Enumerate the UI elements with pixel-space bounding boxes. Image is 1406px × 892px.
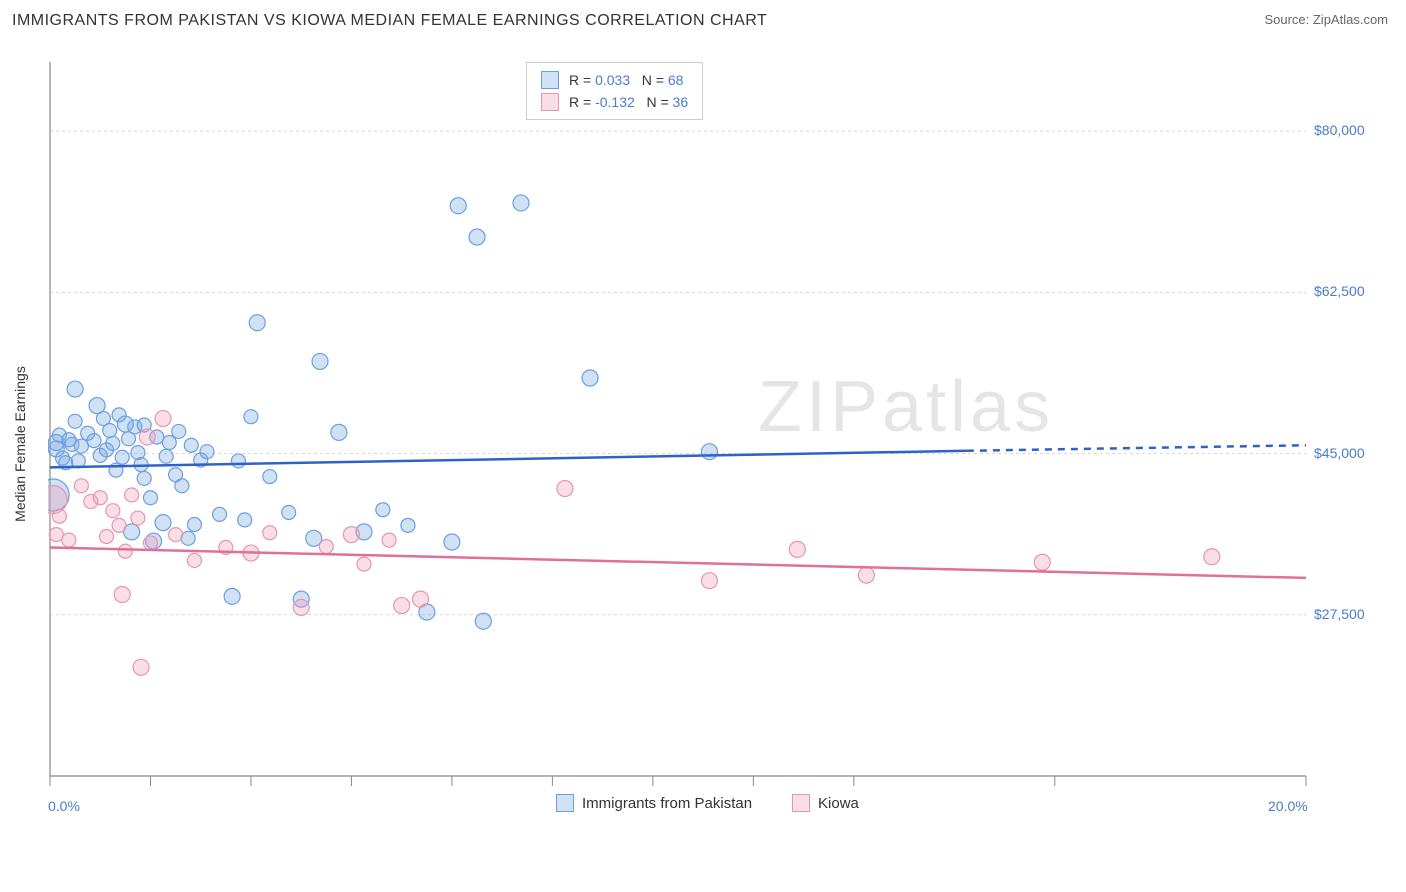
chart-header: IMMIGRANTS FROM PAKISTAN VS KIOWA MEDIAN… bbox=[0, 0, 1406, 38]
legend-item: Immigrants from Pakistan bbox=[556, 794, 752, 812]
x-tick-label: 0.0% bbox=[48, 798, 80, 814]
legend-swatch bbox=[541, 71, 559, 89]
stats-text: R = 0.033 N = 68 bbox=[569, 72, 683, 88]
legend-label: Kiowa bbox=[818, 795, 859, 812]
legend-swatch bbox=[792, 794, 810, 812]
y-tick-label: $62,500 bbox=[1314, 283, 1365, 299]
stats-row: R = 0.033 N = 68 bbox=[541, 69, 688, 91]
stats-row: R = -0.132 N = 36 bbox=[541, 91, 688, 113]
stats-text: R = -0.132 N = 36 bbox=[569, 94, 688, 110]
legend-item: Kiowa bbox=[792, 794, 859, 812]
chart-area: Median Female Earnings ZIPatlas R = 0.03… bbox=[48, 56, 1388, 816]
x-tick-label: 20.0% bbox=[1268, 798, 1308, 814]
stats-legend: R = 0.033 N = 68 R = -0.132 N = 36 bbox=[526, 62, 703, 120]
legend-swatch bbox=[541, 93, 559, 111]
y-tick-label: $27,500 bbox=[1314, 606, 1365, 622]
y-tick-label: $45,000 bbox=[1314, 445, 1365, 461]
legend-swatch bbox=[556, 794, 574, 812]
legend-label: Immigrants from Pakistan bbox=[582, 795, 752, 812]
y-tick-label: $80,000 bbox=[1314, 122, 1365, 138]
y-axis-label: Median Female Earnings bbox=[12, 366, 28, 522]
chart-title: IMMIGRANTS FROM PAKISTAN VS KIOWA MEDIAN… bbox=[12, 12, 767, 30]
chart-source: Source: ZipAtlas.com bbox=[1264, 12, 1388, 27]
scatter-plot bbox=[48, 56, 1388, 816]
series-legend: Immigrants from Pakistan Kiowa bbox=[556, 794, 859, 812]
